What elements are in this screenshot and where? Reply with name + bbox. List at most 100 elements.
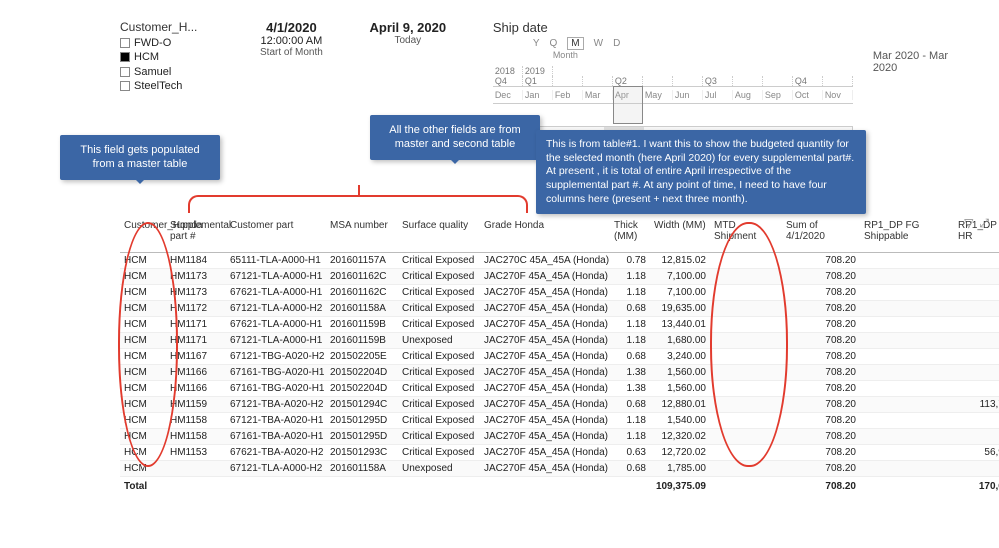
checkbox-icon[interactable] — [120, 81, 130, 91]
table-row[interactable]: HCMHM116667161-TBG-A020-H1201502204DCrit… — [120, 381, 999, 397]
slicer-item[interactable]: FWD-O — [120, 36, 230, 50]
today-date: April 9, 2020 — [353, 20, 463, 35]
table-cell: 0.78 — [610, 253, 650, 269]
checkbox-icon[interactable] — [120, 67, 130, 77]
column-header[interactable]: Sum of 4/1/2020 — [782, 216, 860, 253]
slicer-item[interactable]: Samuel — [120, 65, 230, 79]
timeline-selected-window[interactable] — [613, 86, 643, 124]
column-header[interactable]: Customer part — [226, 216, 326, 253]
table-cell: 1.38 — [610, 381, 650, 397]
timeline-month[interactable]: Oct — [793, 90, 823, 100]
customer-slicer[interactable]: Customer_H... FWD-OHCMSamuelSteelTech — [120, 20, 230, 93]
table-row[interactable]: HCMHM115867121-TBA-A020-H1201501295DCrit… — [120, 413, 999, 429]
table-cell — [710, 413, 782, 429]
column-header[interactable]: RP1_DP FG Shippable — [860, 216, 954, 253]
table-cell — [710, 445, 782, 461]
table-cell: HM1158 — [166, 413, 226, 429]
timeline-body[interactable]: 20182019 Q4Q1Q2Q3Q4 DecJanFebMarAprMayJu… — [493, 66, 853, 136]
table-row[interactable]: HCMHM115867161-TBA-A020-H1201501295DCrit… — [120, 429, 999, 445]
timeline-granularity[interactable]: YQMWD — [533, 37, 959, 50]
table-row[interactable]: HCMHM117167121-TLA-A000-H1201601159BUnex… — [120, 333, 999, 349]
visual-header-icons[interactable]: ▽ ⤢ — [964, 216, 989, 231]
table-cell: 0.68 — [610, 461, 650, 477]
table-cell: 67121-TBG-A020-H2 — [226, 349, 326, 365]
granularity-option[interactable]: Y — [533, 38, 540, 49]
slicer-item-label: HCM — [134, 50, 159, 64]
timeline-month[interactable]: Jan — [523, 90, 553, 100]
table-cell — [710, 317, 782, 333]
table-cell: 12,880.01 — [650, 397, 710, 413]
granularity-option[interactable]: M — [567, 37, 583, 50]
slicer-item[interactable]: SteelTech — [120, 79, 230, 93]
table-cell: 1.18 — [610, 285, 650, 301]
table-row[interactable]: HCMHM115967121-TBA-A020-H2201501294CCrit… — [120, 397, 999, 413]
timeline-year: 2019 — [523, 66, 553, 76]
today-caption: Today — [353, 35, 463, 46]
table-row[interactable]: HCMHM116767121-TBG-A020-H2201502205ECrit… — [120, 349, 999, 365]
slicer-item-label: Samuel — [134, 65, 171, 79]
timeline-month[interactable]: Sep — [763, 90, 793, 100]
table-row[interactable]: HCMHM115367621-TBA-A020-H2201501293CCrit… — [120, 445, 999, 461]
table-cell: 0.68 — [610, 301, 650, 317]
slicer-item[interactable]: HCM — [120, 50, 230, 64]
timeline-month[interactable]: Jun — [673, 90, 703, 100]
timeline-month[interactable]: Nov — [823, 90, 853, 100]
timeline-month[interactable]: Dec — [493, 90, 523, 100]
column-header[interactable]: MSA number — [326, 216, 398, 253]
table-cell: Critical Exposed — [398, 445, 480, 461]
table-cell: Critical Exposed — [398, 253, 480, 269]
granularity-option[interactable]: Q — [549, 38, 557, 49]
table-body: HCMHM118465111-TLA-A000-H1201601157ACrit… — [120, 253, 999, 477]
filter-icon[interactable]: ▽ — [964, 216, 973, 231]
table-cell: 201501294C — [326, 397, 398, 413]
table-cell: 0 — [954, 365, 999, 381]
timeline-range-text: Mar 2020 - Mar 2020 — [873, 50, 959, 74]
table-cell: HM1158 — [166, 429, 226, 445]
total-hr: 170,699 — [954, 477, 999, 497]
table-row[interactable]: HCMHM118465111-TLA-A000-H1201601157ACrit… — [120, 253, 999, 269]
table-cell — [860, 349, 954, 365]
timeline-month[interactable]: Jul — [703, 90, 733, 100]
table-cell: 201501295D — [326, 429, 398, 445]
checkbox-icon[interactable] — [120, 38, 130, 48]
checkbox-icon[interactable] — [120, 52, 130, 62]
column-header[interactable]: Supplemental part # — [166, 216, 226, 253]
column-header[interactable]: Width (MM) — [650, 216, 710, 253]
table-row[interactable]: HCMHM117367121-TLA-A000-H1201601162CCrit… — [120, 269, 999, 285]
table-cell: Unexposed — [398, 461, 480, 477]
table-row[interactable]: HCMHM116667161-TBG-A020-H1201502204DCrit… — [120, 365, 999, 381]
column-header[interactable]: MTD Shipment — [710, 216, 782, 253]
ship-date-timeline[interactable]: Ship date YQMWD Month 20182019 Q4Q1Q2Q3Q… — [493, 20, 959, 136]
timeline-month[interactable]: Aug — [733, 90, 763, 100]
table-row[interactable]: HCM67121-TLA-A000-H2201601158AUnexposedJ… — [120, 461, 999, 477]
table-cell: 708.20 — [782, 381, 860, 397]
table-cell: 708.20 — [782, 269, 860, 285]
matrix-visual[interactable]: ▽ ⤢ Customer_HondaSupplemental part #Cus… — [120, 216, 959, 496]
table-cell: 201601162C — [326, 285, 398, 301]
timeline-quarter: Q4 — [793, 76, 823, 86]
granularity-option[interactable]: D — [613, 38, 620, 49]
table-row[interactable]: HCMHM117267121-TLA-A000-H2201601158ACrit… — [120, 301, 999, 317]
total-sum: 708.20 — [782, 477, 860, 497]
table-cell: 12,815.02 — [650, 253, 710, 269]
granularity-option[interactable]: W — [594, 38, 603, 49]
table-cell: 708.20 — [782, 317, 860, 333]
focus-mode-icon[interactable]: ⤢ — [979, 216, 989, 231]
table-cell: Critical Exposed — [398, 365, 480, 381]
table-cell: 67621-TLA-A000-H1 — [226, 317, 326, 333]
column-header[interactable]: Surface quality — [398, 216, 480, 253]
column-header[interactable]: Grade Honda — [480, 216, 610, 253]
column-header[interactable]: Customer_Honda — [120, 216, 166, 253]
table-cell: 7,100.00 — [650, 285, 710, 301]
table-cell — [710, 461, 782, 477]
table-cell: Unexposed — [398, 333, 480, 349]
column-header[interactable]: Thick (MM) — [610, 216, 650, 253]
table-cell: 708.20 — [782, 365, 860, 381]
table-row[interactable]: HCMHM117167621-TLA-A000-H1201601159BCrit… — [120, 317, 999, 333]
table-cell: HCM — [120, 285, 166, 301]
timeline-month[interactable]: Feb — [553, 90, 583, 100]
timeline-month[interactable]: Mar — [583, 90, 613, 100]
table-row[interactable]: HCMHM117367621-TLA-A000-H1201601162CCrit… — [120, 285, 999, 301]
timeline-month[interactable]: May — [643, 90, 673, 100]
table-cell — [710, 269, 782, 285]
